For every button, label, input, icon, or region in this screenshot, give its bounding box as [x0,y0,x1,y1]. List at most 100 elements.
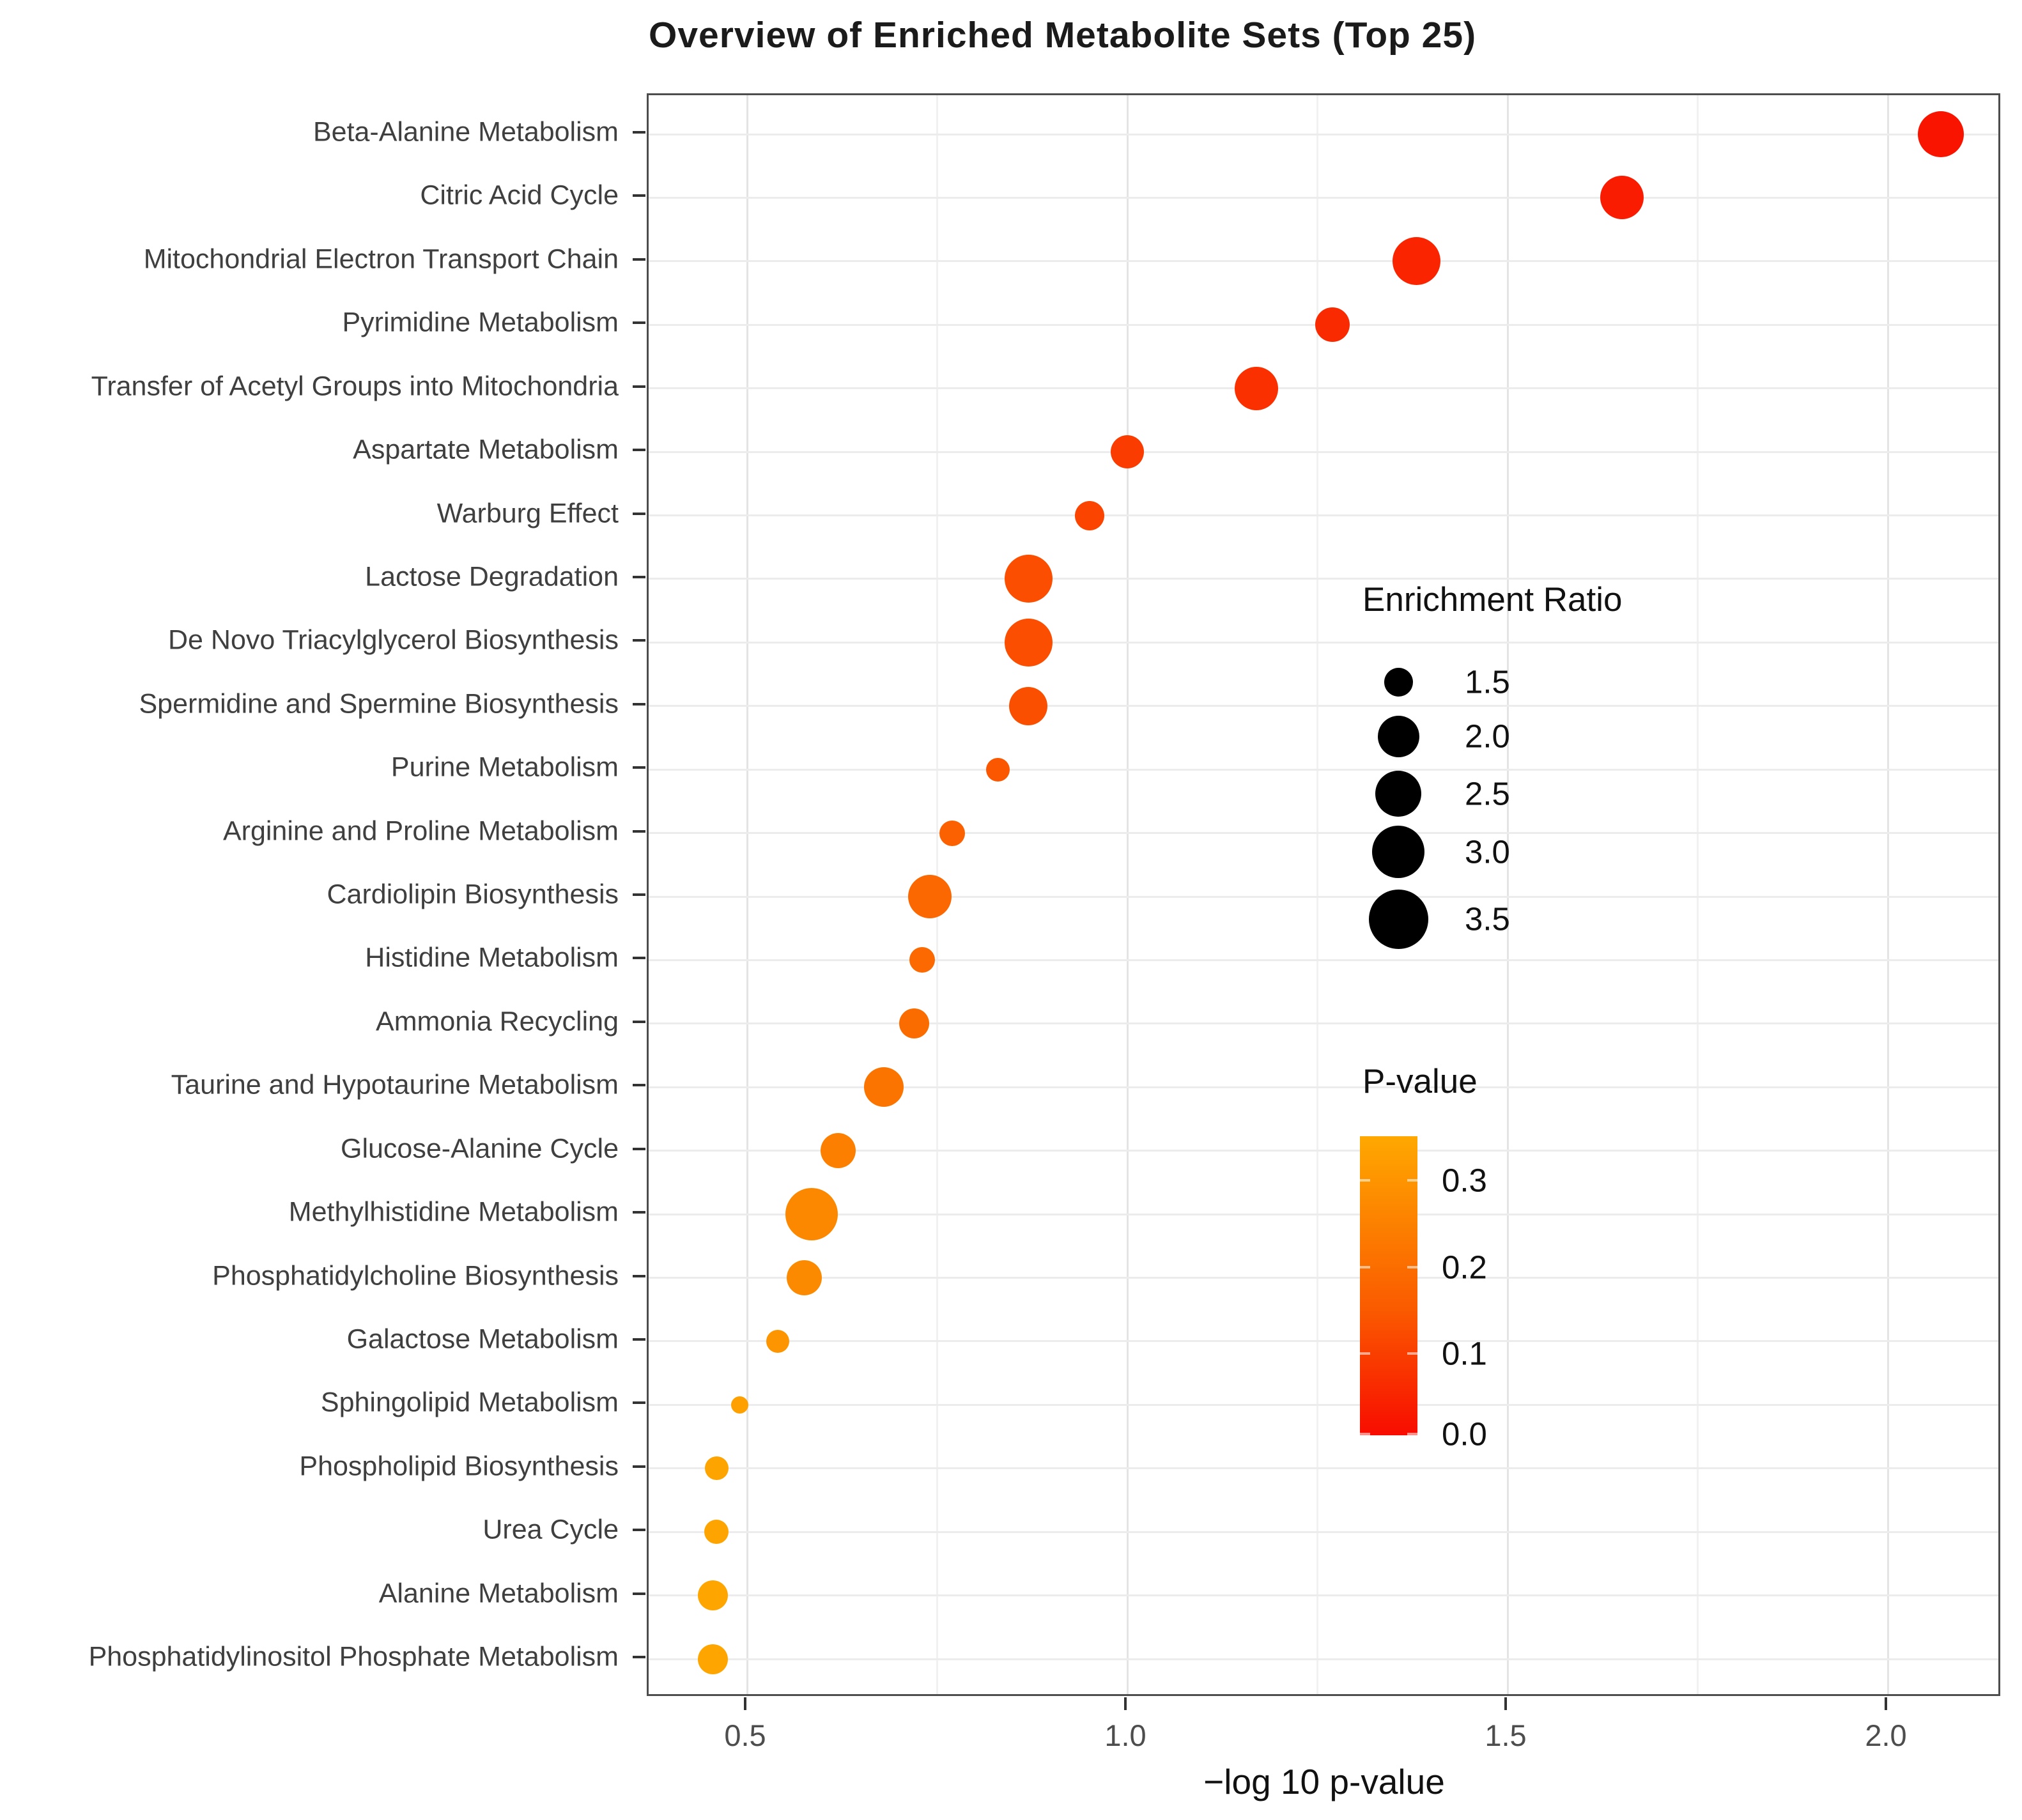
y-axis-category-label: Beta-Alanine Metabolism [313,116,619,148]
data-dot [1004,555,1053,603]
y-axis-tick [633,893,645,897]
y-axis-tick [633,449,645,452]
y-axis-tick [633,131,645,134]
x-axis-tick [1504,1697,1507,1710]
y-axis-tick [633,512,645,515]
data-dot [821,1133,856,1169]
y-axis-category-label: Taurine and Hypotaurine Metabolism [171,1069,619,1100]
data-dot [939,820,966,846]
gridline-v [1316,95,1318,1694]
gridline-h [649,1658,1998,1660]
colorbar-tick-label: 0.2 [1442,1249,1487,1286]
gridline-v [1697,95,1699,1694]
x-axis-title: −log 10 p-value [1203,1762,1445,1801]
data-dot [864,1067,904,1107]
colorbar-notch [1360,1179,1370,1182]
y-axis-tick [633,1338,645,1341]
x-axis-tick [1885,1697,1887,1710]
y-axis-tick [633,385,645,388]
gridline-h [649,768,1998,771]
y-axis-tick [633,1465,645,1468]
gridline-h [649,514,1998,517]
gridline-h [649,1022,1998,1025]
data-dot [899,1008,930,1039]
y-axis-tick [633,575,645,578]
plot-panel [647,93,2000,1696]
data-dot [1235,366,1279,410]
data-dot [697,1580,728,1611]
data-dot [704,1456,729,1481]
colorbar-notch [1407,1179,1417,1182]
y-axis-category-label: Ammonia Recycling [376,1006,619,1037]
gridline-h [649,705,1998,707]
y-axis-tick [633,957,645,960]
gridline-h [649,1531,1998,1533]
gridline-h [649,133,1998,135]
y-axis-category-label: Methylhistidine Metabolism [288,1196,619,1228]
colorbar-notch [1360,1352,1370,1355]
gridline-h [649,1594,1998,1597]
x-axis-tick-label: 1.5 [1485,1718,1527,1752]
x-axis-tick-label: 2.0 [1865,1718,1907,1752]
y-axis-category-label: Pyrimidine Metabolism [342,307,619,338]
x-axis-tick [744,1697,746,1710]
size-legend-dot [1384,667,1413,697]
gridline-h [649,832,1998,835]
colorbar-notch [1360,1432,1370,1435]
gridline-v [1126,95,1129,1694]
y-axis-tick [633,1147,645,1150]
colorbar-tick-label: 0.1 [1442,1335,1487,1372]
y-axis-category-label: Sphingolipid Metabolism [320,1387,619,1418]
y-axis-tick [633,1084,645,1087]
data-dot [1918,111,1964,157]
data-dot [766,1329,789,1353]
y-axis-tick [633,258,645,261]
gridline-h [649,641,1998,644]
data-dot [786,1260,822,1296]
data-dot [1315,307,1350,343]
gridline-h [649,1467,1998,1470]
data-dot [704,1520,729,1545]
colorbar-notch [1407,1432,1417,1435]
gridline-h [649,260,1998,263]
data-dot [1600,176,1644,220]
gridline-h [649,1213,1998,1215]
data-dot [730,1396,748,1414]
gridline-h [649,578,1998,580]
y-axis-category-label: Citric Acid Cycle [420,180,619,211]
y-axis-category-label: Mitochondrial Electron Transport Chain [143,243,619,275]
y-axis-tick [633,639,645,642]
gridline-v [1506,95,1509,1694]
y-axis-category-label: Alanine Metabolism [378,1578,619,1609]
y-axis-tick [633,702,645,706]
y-axis-category-label: Aspartate Metabolism [353,434,619,465]
y-axis-category-label: Phospholipid Biosynthesis [299,1451,619,1482]
y-axis-tick [633,1401,645,1405]
y-axis-category-label: Cardiolipin Biosynthesis [327,879,619,910]
y-axis-category-label: Glucose-Alanine Cycle [341,1133,619,1164]
data-dot [907,875,952,919]
y-axis-category-label: De Novo Triacylglycerol Biosynthesis [168,624,619,656]
y-axis-tick [633,194,645,197]
y-axis-tick [633,1656,645,1659]
y-axis-tick [633,321,645,325]
data-dot [909,947,935,973]
colorbar-notch [1407,1265,1417,1269]
data-dot [1009,686,1048,725]
size-legend-title: Enrichment Ratio [1362,581,1623,619]
data-dot [1004,618,1053,667]
y-axis-category-label: Galactose Metabolism [346,1323,619,1355]
y-axis-category-label: Arginine and Proline Metabolism [222,815,619,847]
y-axis-tick [633,1592,645,1595]
gridline-h [649,1403,1998,1406]
colorbar-notch [1407,1352,1417,1355]
size-legend-value: 2.5 [1465,775,1510,812]
gridline-v [746,95,748,1694]
size-legend-dot [1372,826,1424,878]
y-axis-category-label: Spermidine and Spermine Biosynthesis [139,688,619,720]
gridline-h [649,451,1998,453]
y-axis-category-label: Urea Cycle [482,1514,619,1545]
size-legend-value: 3.5 [1465,900,1510,937]
gridline-h [649,959,1998,961]
